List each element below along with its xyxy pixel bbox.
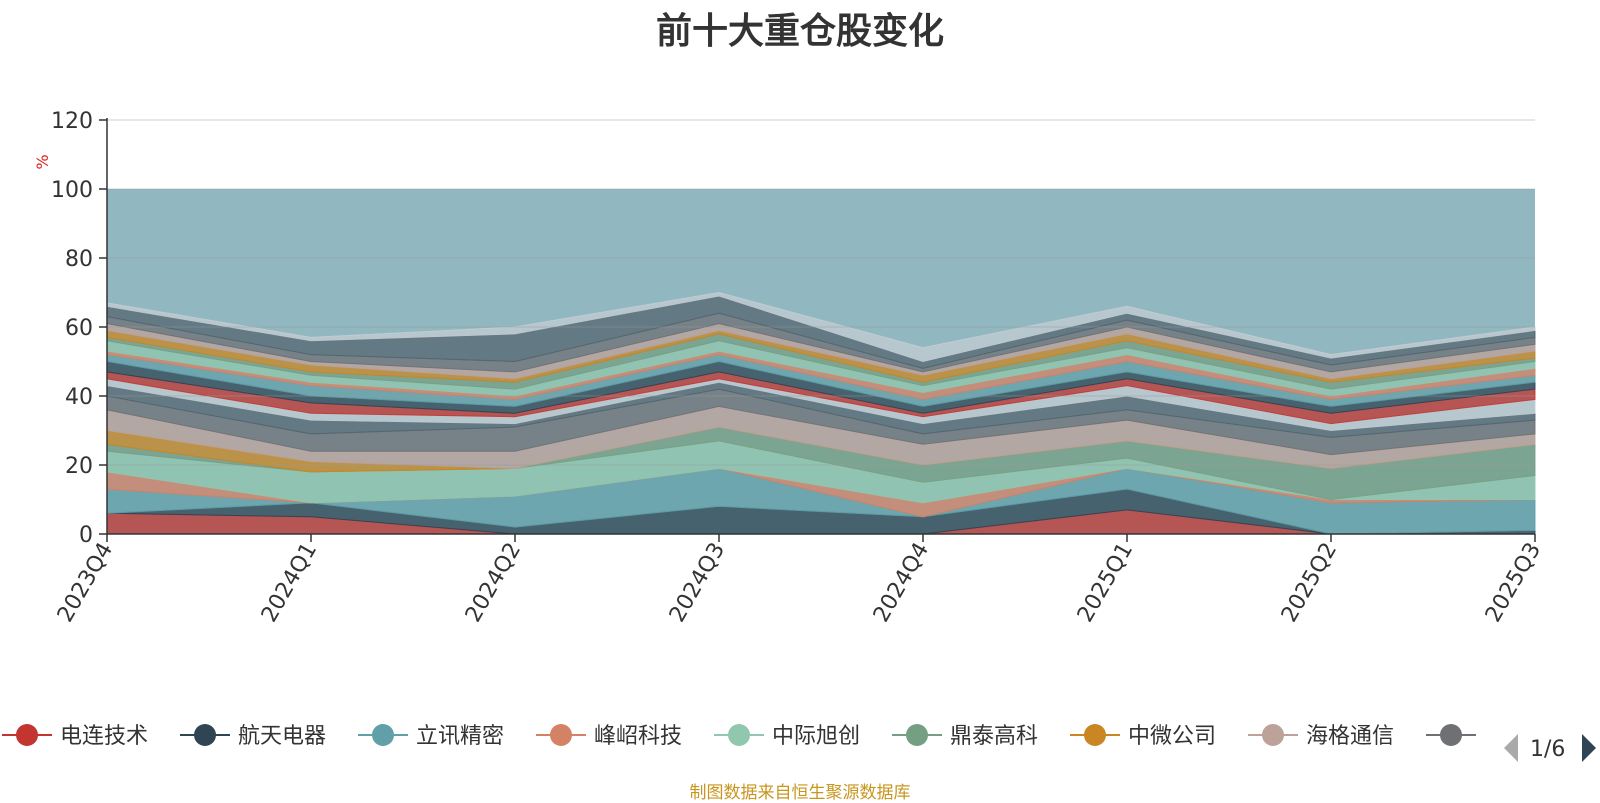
y-tick-label: 60 [65, 316, 93, 341]
legend-label: 中微公司 [1128, 724, 1216, 749]
grid-lines-overlay [107, 119, 1535, 466]
legend-pager[interactable]: 1/6 [1504, 734, 1596, 762]
stacked-areas [106, 291, 1536, 535]
legend-items: 电连技术 航天电器 立讯精密 峰岹科技 中际旭创 鼎泰高科 中微公司 海格通信 文 [2, 724, 1506, 749]
legend-marker-icon [728, 724, 750, 746]
chart-title: 前十大重仓股变化 [655, 11, 944, 52]
pager-next-icon[interactable] [1582, 734, 1596, 762]
legend-marker-icon [372, 724, 394, 746]
legend-marker-icon [906, 724, 928, 746]
legend-item[interactable]: 峰岹科技 [536, 724, 682, 749]
area-layer-22 [106, 291, 1536, 363]
legend-item[interactable]: 电连技术 [2, 724, 148, 749]
legend-item[interactable]: 立讯精密 [358, 724, 504, 749]
legend-marker-icon [194, 724, 216, 746]
legend-marker-icon [16, 724, 38, 746]
legend-label: 峰岹科技 [594, 724, 682, 749]
legend-label: 海格通信 [1306, 724, 1394, 749]
legend-marker-icon [1262, 724, 1284, 746]
legend-marker-icon [1440, 724, 1462, 746]
legend-item[interactable]: 文 [1426, 724, 1506, 749]
y-tick-label: 40 [65, 385, 93, 410]
legend-label: 电连技术 [60, 724, 148, 749]
x-tick-label: 2024Q4 [869, 539, 934, 627]
y-tick-label: 80 [65, 247, 93, 272]
legend-item[interactable]: 航天电器 [180, 724, 326, 749]
x-tick-label: 2024Q2 [461, 539, 526, 627]
legend-item[interactable]: 中际旭创 [714, 724, 860, 749]
x-tick-label: 2025Q2 [1277, 539, 1342, 627]
legend-label: 中际旭创 [772, 724, 860, 749]
legend-label: 鼎泰高科 [950, 724, 1038, 749]
y-tick-label: 100 [51, 178, 93, 203]
legend-item[interactable]: 海格通信 [1248, 724, 1394, 749]
y-tick-label: 120 [51, 109, 93, 134]
legend-label: 文 [1484, 724, 1506, 749]
y-axis-label: % [33, 154, 52, 169]
legend-marker-icon [550, 724, 572, 746]
legend-item[interactable]: 中微公司 [1070, 724, 1216, 749]
x-tick-label: 2024Q3 [665, 539, 730, 627]
x-tick-label: 2023Q4 [53, 539, 118, 627]
legend[interactable]: 电连技术 航天电器 立讯精密 峰岹科技 中际旭创 鼎泰高科 中微公司 海格通信 文 [2, 724, 1506, 749]
pager-prev-icon[interactable] [1504, 734, 1518, 762]
y-tick-label: 0 [79, 523, 93, 548]
legend-label: 航天电器 [238, 724, 326, 749]
source-note: 制图数据来自恒生聚源数据库 [689, 783, 911, 803]
x-tick-label: 2024Q1 [257, 539, 322, 627]
y-tick-label: 20 [65, 454, 93, 479]
legend-marker-icon [1084, 724, 1106, 746]
x-tick-label: 2025Q3 [1481, 539, 1546, 627]
legend-item[interactable]: 鼎泰高科 [892, 724, 1038, 749]
legend-label: 立讯精密 [416, 724, 504, 749]
x-tick-label: 2025Q1 [1073, 539, 1138, 627]
pager-text: 1/6 [1530, 737, 1565, 762]
